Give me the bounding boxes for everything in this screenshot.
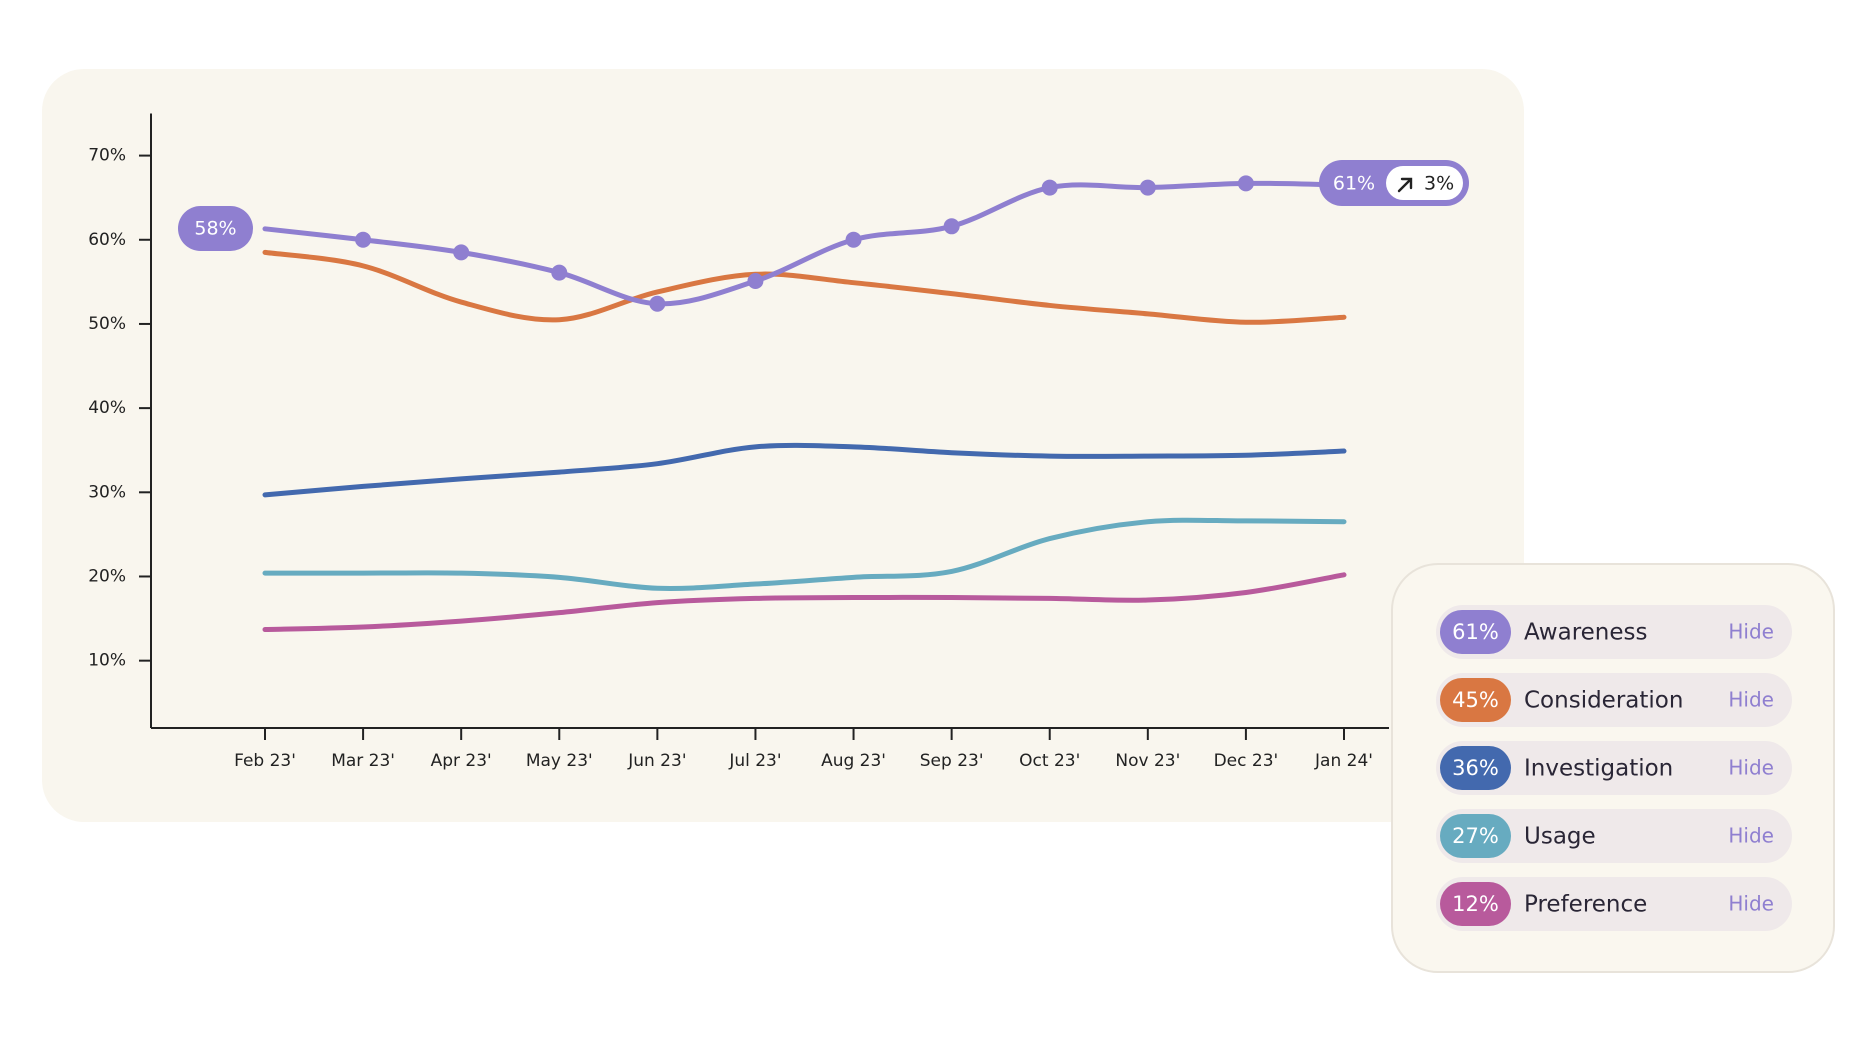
hide-button[interactable]: Hide [1728, 824, 1774, 848]
start-badge-label: 58% [194, 218, 236, 240]
data-point [453, 244, 470, 261]
data-point [747, 273, 764, 290]
legend-name: Awareness [1524, 620, 1648, 646]
legend-name: Preference [1524, 892, 1647, 918]
x-tick-label: Dec 23' [1214, 751, 1279, 771]
x-tick-label: Oct 23' [1019, 751, 1080, 771]
x-tick-label: May 23' [526, 751, 593, 771]
y-tick-label: 50% [88, 314, 126, 334]
legend-row [1436, 741, 1792, 795]
y-tick-label: 40% [88, 398, 126, 418]
legend-pill [1440, 746, 1511, 790]
legend-row [1436, 605, 1792, 659]
hide-button[interactable]: Hide [1728, 688, 1774, 712]
x-tick-label: Aug 23' [821, 751, 886, 771]
change-label: 3% [1424, 173, 1454, 195]
hide-button[interactable]: Hide [1728, 892, 1774, 916]
y-tick-label: 70% [88, 146, 126, 166]
legend-row [1436, 877, 1792, 931]
series-line [262, 442, 1347, 498]
end-badge-label: 61% [1333, 173, 1375, 195]
series-line [262, 517, 1347, 591]
arrow-icon [1397, 177, 1413, 193]
data-point [551, 264, 568, 281]
legend-value: 12% [1452, 892, 1499, 916]
x-tick-label: Sep 23' [920, 751, 984, 771]
legend-pill [1440, 814, 1511, 858]
x-tick-label: Apr 23' [431, 751, 492, 771]
x-tick-label: Jun 23' [627, 751, 686, 771]
x-tick-label: Jul 23' [728, 751, 781, 771]
legend-pill [1440, 610, 1511, 654]
legend-name: Usage [1524, 824, 1596, 850]
change-pill [1386, 166, 1463, 200]
x-tick-label: Mar 23' [331, 751, 395, 771]
legend-row [1436, 673, 1792, 727]
data-point [1139, 179, 1156, 196]
hide-button[interactable]: Hide [1728, 756, 1774, 780]
y-tick-label: 20% [88, 566, 126, 586]
y-tick-label: 10% [88, 651, 126, 671]
legend-pill [1440, 882, 1511, 926]
legend-value: 36% [1452, 756, 1499, 780]
legend-value: 61% [1452, 620, 1499, 644]
x-tick-label: Feb 23' [234, 751, 296, 771]
y-tick-label: 60% [88, 230, 126, 250]
data-point [1237, 175, 1254, 192]
start-badge [178, 206, 253, 251]
y-tick-label: 30% [88, 482, 126, 502]
legend-value: 27% [1452, 824, 1499, 848]
legend-name: Consideration [1524, 688, 1683, 714]
series-line [262, 572, 1347, 633]
legend-value: 45% [1452, 688, 1499, 712]
x-tick-label: Nov 23' [1115, 751, 1180, 771]
x-tick-label: Jan 24' [1314, 751, 1373, 771]
data-point [845, 231, 862, 248]
data-point [649, 295, 666, 312]
data-point [355, 231, 372, 248]
legend-name: Investigation [1524, 756, 1673, 782]
series-line [262, 249, 1347, 325]
data-point [943, 218, 960, 235]
data-point [1041, 179, 1058, 196]
legend-row [1436, 809, 1792, 863]
legend-pill [1440, 678, 1511, 722]
hide-button[interactable]: Hide [1728, 620, 1774, 644]
